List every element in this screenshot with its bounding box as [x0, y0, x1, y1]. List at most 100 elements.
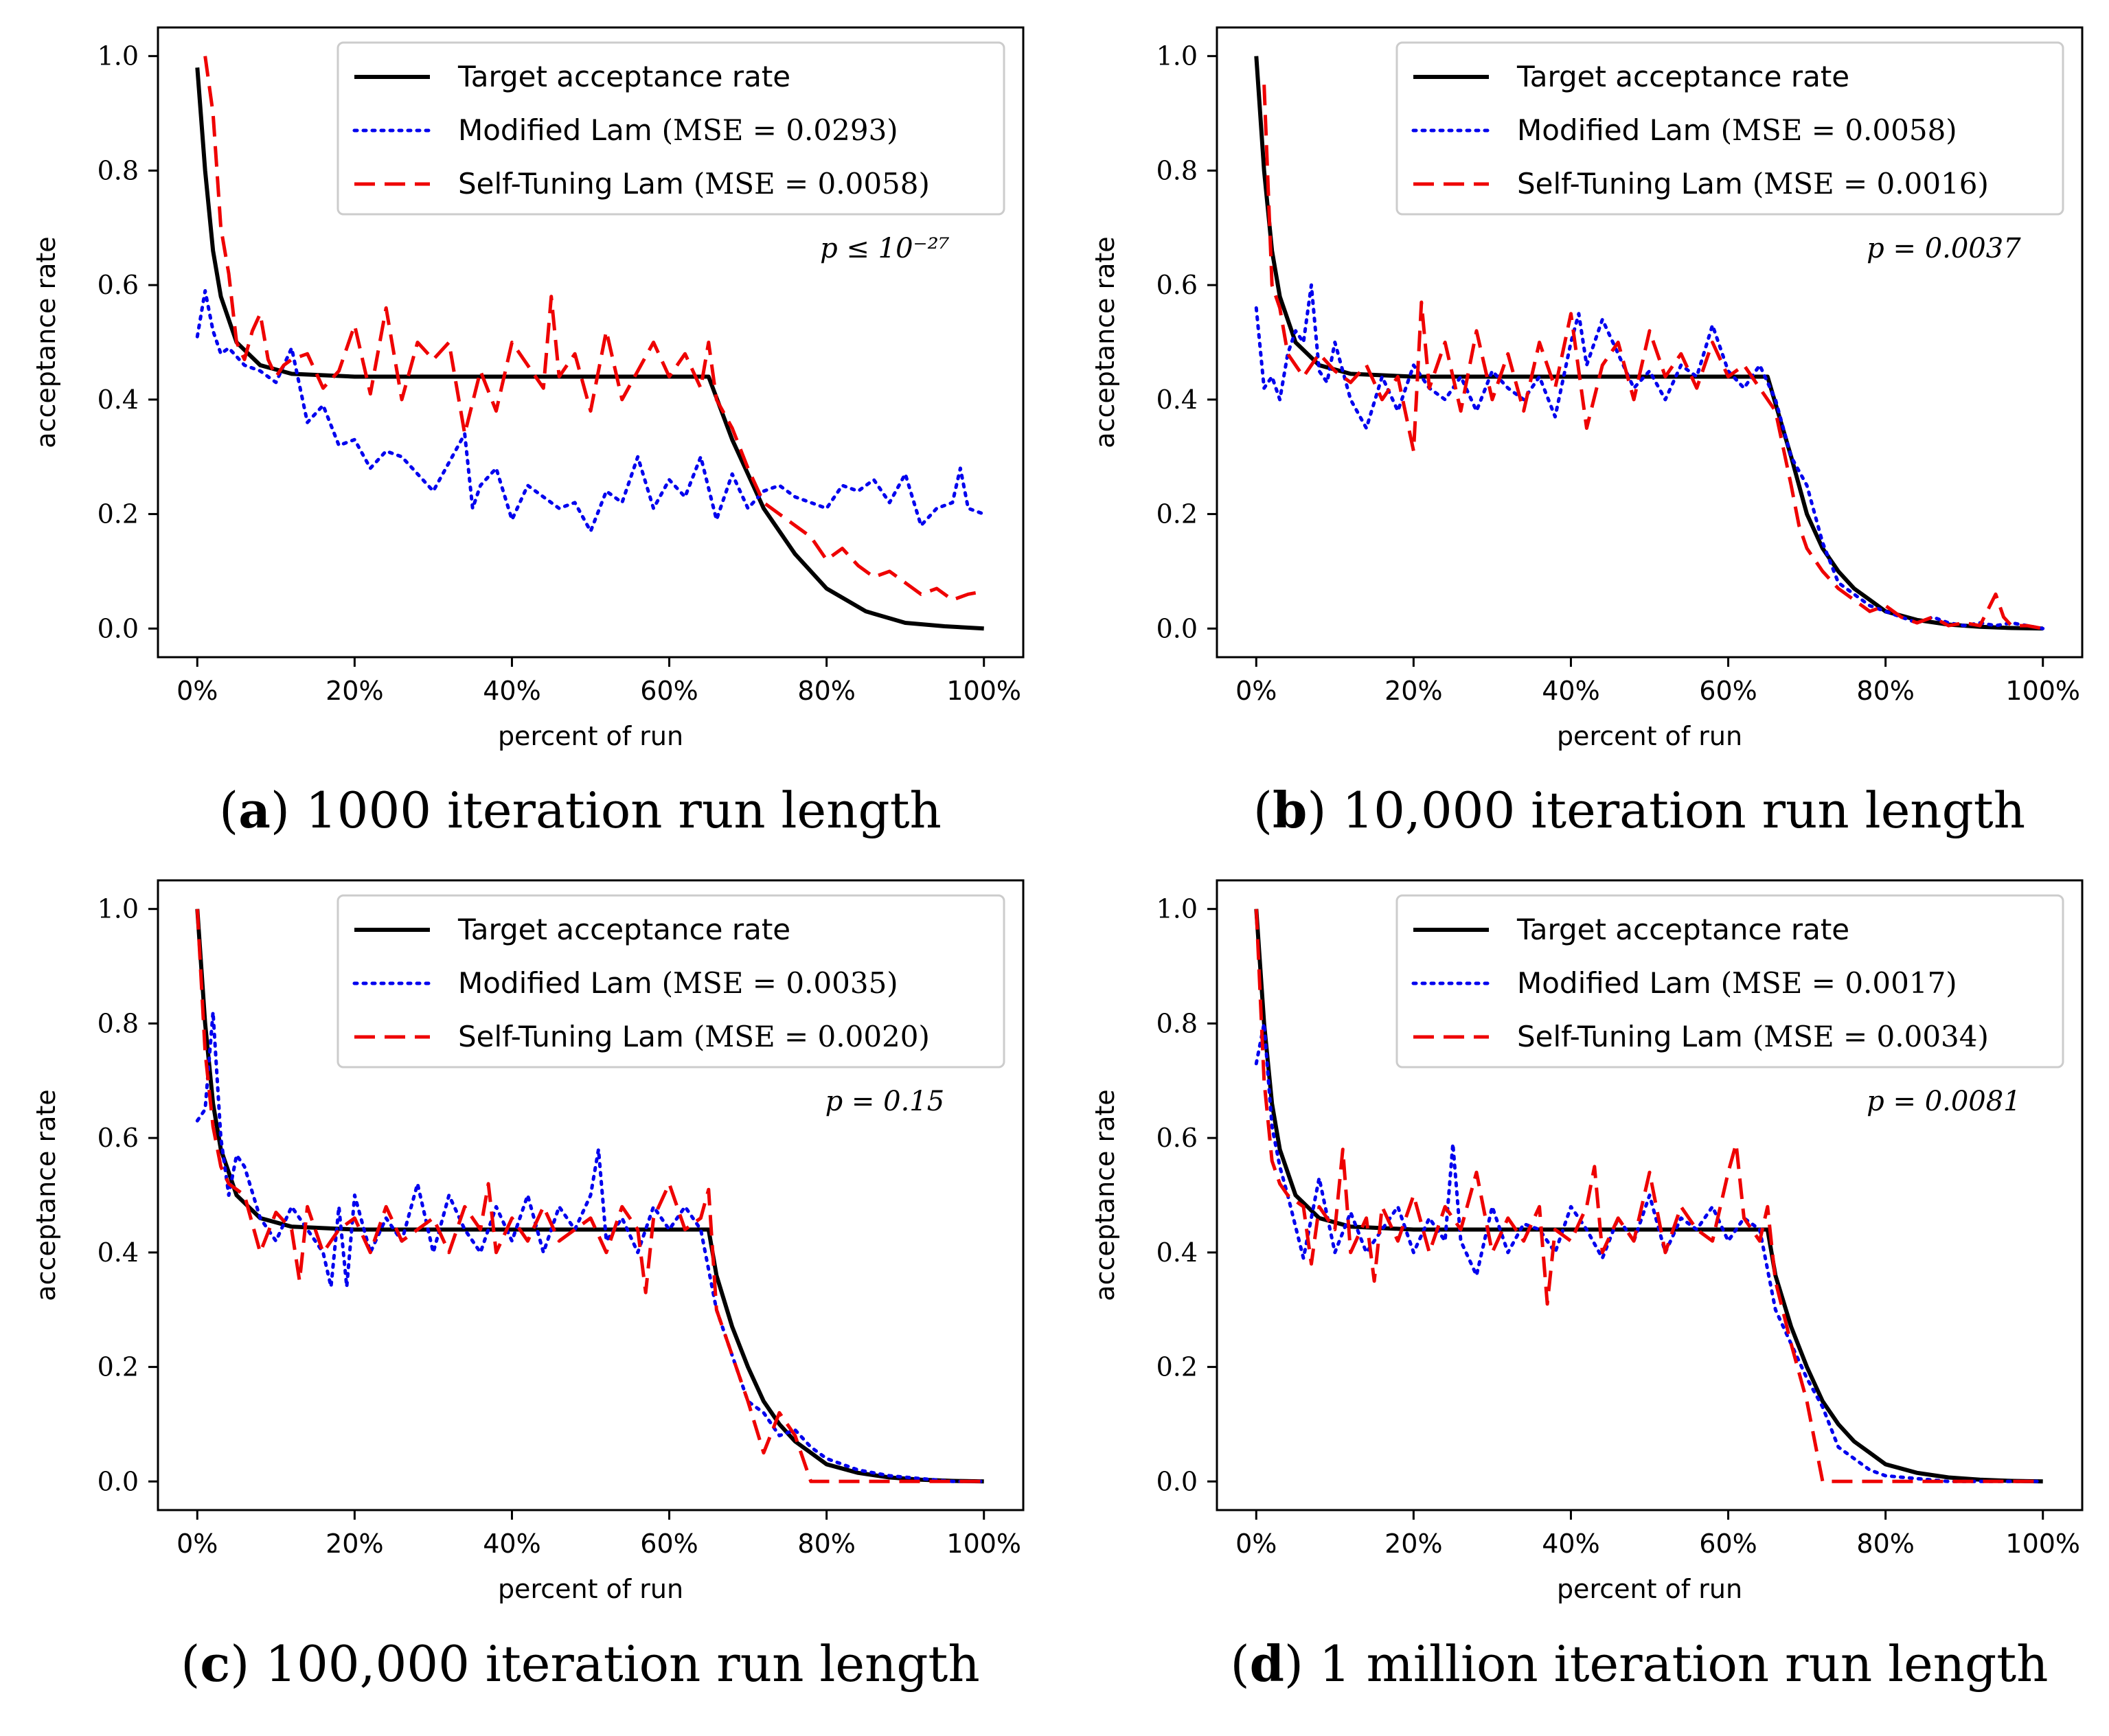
x-tick-label: 100% [946, 1529, 1021, 1559]
y-tick-label: 1.0 [98, 894, 139, 924]
x-tick-label: 20% [1384, 676, 1442, 706]
series-line-self-tuning-lam [1254, 909, 2043, 1483]
series-group [195, 56, 986, 631]
plot-frame [1216, 879, 2084, 1511]
legend-entry: Target acceptance rate [457, 913, 790, 946]
x-tick-label: 60% [640, 676, 698, 706]
y-tick-label: 0.8 [1156, 155, 1198, 185]
caption-letter: c [200, 1634, 230, 1693]
x-tick-label: 40% [1542, 676, 1599, 706]
caption-text: 1 million iteration run length [1319, 1635, 2049, 1693]
x-tick-label: 40% [483, 676, 540, 706]
caption-letter: a [238, 781, 271, 839]
legend-series-name: Self-Tuning Lam [1517, 1020, 1743, 1053]
series-line-self-tuning-lam [195, 909, 984, 1483]
x-tick-label: 40% [483, 1529, 540, 1559]
x-tick-label: 20% [326, 676, 383, 706]
legend-entry: Target acceptance rate [1516, 60, 1849, 93]
x-tick-label: 0% [176, 676, 218, 706]
y-tick-label: 0.4 [1156, 1237, 1198, 1268]
y-tick-label: 0.0 [1156, 613, 1198, 643]
plot-frame [1216, 26, 2084, 659]
legend-series-name: Modified Lam [1517, 966, 1711, 1000]
x-tick-label: 60% [1699, 1529, 1757, 1559]
y-tick-label: 0.6 [1156, 1123, 1198, 1153]
x-tick-label: 60% [640, 1529, 698, 1559]
x-tick-label: 0% [176, 1529, 218, 1559]
legend-mse: (MSE = 0.0035) [662, 966, 898, 1000]
legend-mse: (MSE = 0.0017) [1721, 966, 1957, 1000]
legend-mse: (MSE = 0.0034) [1753, 1020, 1989, 1053]
caption-letter: d [1250, 1634, 1284, 1693]
y-tick-label: 0.8 [98, 155, 139, 185]
y-tick-label: 0.0 [98, 613, 139, 643]
y-tick-label: 0.0 [98, 1466, 139, 1496]
series-line-target-acceptance-rate [1254, 56, 2043, 631]
caption-paren-open: ( [1253, 781, 1273, 839]
series-group [1254, 909, 2045, 1484]
legend-series-name: Self-Tuning Lam [458, 1020, 684, 1053]
series-line-modified-lam [195, 1010, 986, 1483]
legend-series-name: Target acceptance rate [1516, 913, 1849, 946]
y-tick-label: 0.6 [98, 270, 139, 300]
caption-letter: b [1273, 781, 1307, 839]
p-value-label: p = 0.0081 [1867, 1086, 2021, 1117]
y-tick-label: 0.4 [98, 385, 139, 415]
chart-panel-c: 0% 20% 40% 60% 80% 100% 0.0 0.2 0.4 0.6 0.8 1.0 perc… [31, 879, 1025, 1693]
x-tick-label: 80% [1856, 1529, 1914, 1559]
panel-caption: (c) 100,000 iteration run length [181, 1634, 979, 1693]
legend-entry: Modified Lam (MSE = 0.0017) [1517, 966, 1957, 1000]
legend-entry: Self-Tuning Lam (MSE = 0.0020) [458, 1020, 930, 1053]
legend: Target acceptance rate Modified Lam (MSE =… [337, 41, 1005, 216]
p-value-label: p = 0.15 [825, 1086, 945, 1117]
legend-mse: (MSE = 0.0016) [1753, 167, 1989, 201]
caption-paren-close: ) [1284, 1635, 1319, 1693]
y-tick-label: 0.6 [1156, 270, 1198, 300]
y-tick-label: 0.2 [1156, 1352, 1198, 1382]
caption-text: 1000 iteration run length [306, 781, 942, 839]
legend: Target acceptance rate Modified Lam (MSE =… [1395, 41, 2064, 216]
legend-series-name: Modified Lam [458, 966, 652, 1000]
chart-panel-a: 0% 20% 40% 60% 80% 100% 0.0 0.2 0.4 0.6 0.8 1.0 perc… [31, 26, 1025, 839]
x-tick-label: 80% [797, 676, 855, 706]
x-axis-label: percent of run [1557, 721, 1742, 751]
plot-frame [157, 26, 1025, 659]
y-tick-label: 1.0 [1156, 894, 1198, 924]
caption-paren-open: ( [219, 781, 238, 839]
x-axis-label: percent of run [498, 1574, 683, 1604]
series-line-self-tuning-lam [1262, 84, 2044, 630]
x-tick-label: 20% [1384, 1529, 1442, 1559]
x-axis-label: percent of run [1557, 1574, 1742, 1604]
legend-series-name: Target acceptance rate [457, 913, 790, 946]
y-axis-label: acceptance rate [31, 1089, 61, 1301]
chart-panel-d: 0% 20% 40% 60% 80% 100% 0.0 0.2 0.4 0.6 0.8 1.0 perc… [1090, 879, 2084, 1693]
y-tick-label: 0.2 [1156, 499, 1198, 529]
y-tick-label: 0.4 [1156, 385, 1198, 415]
y-tick-label: 1.0 [98, 41, 139, 71]
x-tick-label: 60% [1699, 676, 1757, 706]
legend-mse: (MSE = 0.0058) [694, 167, 930, 201]
y-axis-label: acceptance rate [1090, 236, 1120, 448]
x-tick-label: 20% [326, 1529, 383, 1559]
legend-entry: Target acceptance rate [457, 60, 790, 93]
legend: Target acceptance rate Modified Lam (MSE =… [337, 894, 1005, 1069]
y-tick-label: 0.2 [98, 499, 139, 529]
series-line-modified-lam [1254, 1021, 2045, 1483]
legend-mse: (MSE = 0.0058) [1721, 113, 1957, 147]
y-tick-label: 0.2 [98, 1352, 139, 1382]
series-group [1254, 56, 2045, 631]
legend-series-name: Self-Tuning Lam [458, 167, 684, 201]
legend-box [1395, 41, 2064, 216]
panel-caption: (d) 1 million iteration run length [1230, 1634, 2048, 1693]
caption-paren-open: ( [181, 1635, 200, 1693]
caption-paren-close: ) [1307, 781, 1342, 839]
series-line-modified-lam [195, 289, 986, 534]
y-tick-label: 0.0 [1156, 1466, 1198, 1496]
series-line-self-tuning-lam [203, 56, 985, 602]
caption-text: 10,000 iteration run length [1342, 781, 2025, 839]
y-tick-label: 0.8 [98, 1008, 139, 1038]
x-tick-label: 40% [1542, 1529, 1599, 1559]
chart-panel-b: 0% 20% 40% 60% 80% 100% 0.0 0.2 0.4 0.6 0.8 1.0 perc… [1090, 26, 2084, 839]
panel-caption: (a) 1000 iteration run length [219, 781, 942, 839]
